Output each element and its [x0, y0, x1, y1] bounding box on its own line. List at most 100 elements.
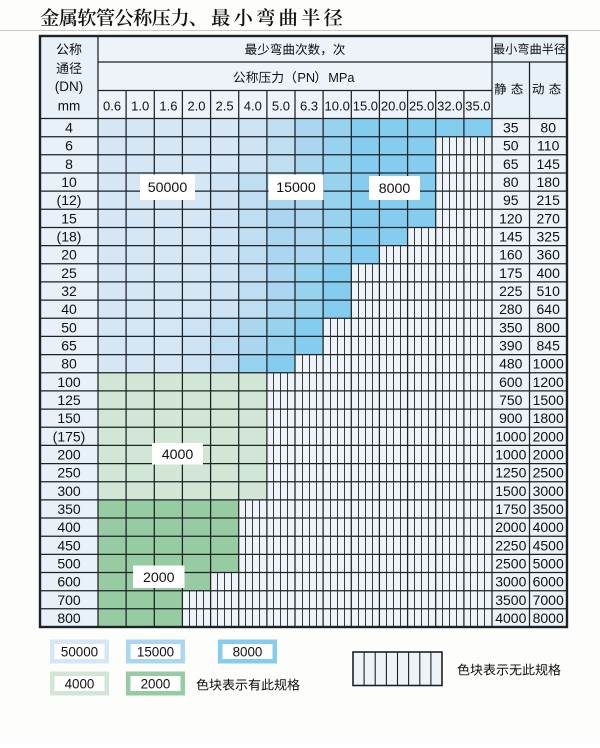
svg-text:20.0: 20.0	[381, 98, 406, 113]
svg-text:8000: 8000	[233, 644, 263, 659]
svg-text:700: 700	[57, 592, 81, 608]
svg-text:5.0: 5.0	[272, 98, 290, 113]
svg-text:8: 8	[65, 156, 73, 172]
svg-text:2.0: 2.0	[187, 98, 205, 113]
svg-text:200: 200	[57, 447, 81, 463]
svg-text:360: 360	[537, 247, 561, 263]
svg-text:2000: 2000	[143, 570, 175, 586]
svg-text:4000: 4000	[162, 447, 194, 463]
svg-text:480: 480	[499, 356, 523, 372]
svg-text:2000: 2000	[141, 676, 171, 691]
svg-text:4000: 4000	[495, 610, 526, 626]
svg-text:25: 25	[61, 265, 77, 281]
svg-text:750: 750	[499, 392, 523, 408]
svg-text:150: 150	[57, 410, 81, 426]
svg-text:2250: 2250	[495, 537, 526, 553]
svg-text:(18): (18)	[57, 229, 82, 245]
svg-text:1500: 1500	[533, 392, 564, 408]
svg-text:270: 270	[537, 210, 561, 226]
svg-text:900: 900	[499, 410, 523, 426]
svg-text:300: 300	[57, 483, 81, 499]
svg-text:160: 160	[499, 247, 523, 263]
svg-text:175: 175	[499, 265, 523, 281]
svg-text:350: 350	[499, 319, 523, 335]
svg-text:1750: 1750	[495, 501, 526, 517]
svg-text:2.5: 2.5	[216, 98, 234, 113]
svg-text:80: 80	[540, 120, 556, 136]
svg-text:120: 120	[499, 210, 523, 226]
svg-text:2000: 2000	[533, 428, 564, 444]
svg-text:4500: 4500	[533, 537, 564, 553]
svg-text:6.3: 6.3	[300, 98, 318, 113]
svg-text:400: 400	[57, 519, 81, 535]
svg-text:600: 600	[57, 574, 81, 590]
svg-text:2500: 2500	[533, 465, 564, 481]
svg-text:50: 50	[503, 138, 519, 154]
svg-text:100: 100	[57, 374, 81, 390]
svg-text:145: 145	[499, 229, 523, 245]
svg-text:1500: 1500	[495, 483, 526, 499]
svg-text:1800: 1800	[533, 410, 564, 426]
svg-text:20: 20	[61, 247, 77, 263]
svg-text:15000: 15000	[137, 644, 174, 659]
svg-text:3000: 3000	[495, 574, 526, 590]
svg-text:(12): (12)	[57, 192, 82, 208]
svg-text:0.6: 0.6	[103, 98, 121, 113]
svg-text:1200: 1200	[533, 374, 564, 390]
svg-text:350: 350	[57, 501, 81, 517]
svg-text:1.0: 1.0	[131, 98, 149, 113]
svg-text:3500: 3500	[533, 501, 564, 517]
svg-text:4.0: 4.0	[244, 98, 262, 113]
svg-text:110: 110	[537, 138, 560, 154]
svg-text:65: 65	[61, 338, 77, 354]
svg-text:800: 800	[57, 610, 81, 626]
svg-text:800: 800	[537, 319, 561, 335]
svg-text:mm: mm	[58, 99, 81, 114]
svg-text:325: 325	[537, 229, 561, 245]
svg-text:8000: 8000	[379, 181, 411, 197]
svg-text:1.6: 1.6	[159, 98, 177, 113]
svg-text:(DN): (DN)	[55, 79, 84, 94]
svg-text:215: 215	[537, 192, 561, 208]
svg-text:225: 225	[499, 283, 523, 299]
svg-text:510: 510	[537, 283, 561, 299]
svg-text:(175): (175)	[53, 428, 86, 444]
svg-text:1000: 1000	[533, 356, 564, 372]
svg-text:4000: 4000	[533, 519, 564, 535]
svg-text:7000: 7000	[533, 592, 564, 608]
svg-text:5000: 5000	[533, 555, 564, 571]
svg-text:50: 50	[61, 319, 77, 335]
svg-text:35.0: 35.0	[465, 98, 490, 113]
svg-text:2500: 2500	[495, 555, 526, 571]
svg-text:500: 500	[57, 555, 81, 571]
svg-text:15.0: 15.0	[353, 98, 378, 113]
svg-text:145: 145	[537, 156, 561, 172]
svg-text:1250: 1250	[495, 465, 526, 481]
svg-text:390: 390	[499, 338, 523, 354]
svg-text:845: 845	[537, 338, 561, 354]
svg-text:80: 80	[61, 356, 77, 372]
svg-text:3500: 3500	[495, 592, 526, 608]
svg-text:MPa: MPa	[328, 70, 355, 85]
svg-text:95: 95	[503, 192, 519, 208]
svg-text:125: 125	[57, 392, 81, 408]
svg-text:1000: 1000	[495, 428, 526, 444]
svg-text:250: 250	[57, 465, 81, 481]
svg-text:3000: 3000	[533, 483, 564, 499]
svg-text:450: 450	[57, 537, 81, 553]
svg-text:35: 35	[503, 120, 519, 136]
svg-text:4000: 4000	[65, 676, 95, 691]
svg-text:50000: 50000	[61, 644, 98, 659]
svg-text:600: 600	[499, 374, 523, 390]
svg-text:15: 15	[61, 210, 77, 226]
svg-text:280: 280	[499, 301, 523, 317]
svg-text:15000: 15000	[276, 180, 316, 196]
svg-text:640: 640	[537, 301, 561, 317]
svg-text:40: 40	[61, 301, 77, 317]
svg-text:25.0: 25.0	[409, 98, 434, 113]
svg-text:2000: 2000	[533, 447, 564, 463]
svg-text:400: 400	[537, 265, 561, 281]
svg-text:80: 80	[503, 174, 519, 190]
svg-text:6: 6	[65, 138, 73, 154]
svg-text:2000: 2000	[495, 519, 526, 535]
